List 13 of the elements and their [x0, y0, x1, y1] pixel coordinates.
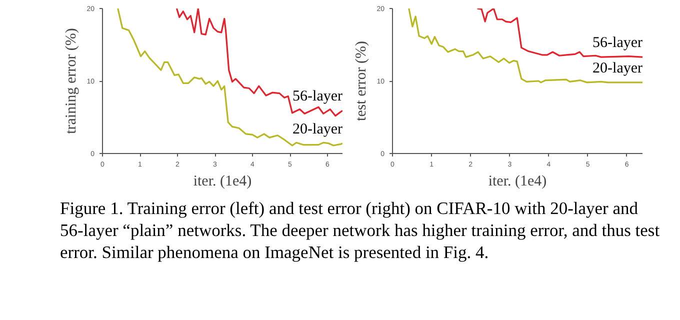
- series-label: 20-layer: [592, 60, 643, 76]
- caption: Figure 1. Training error (left) and test error (right) on CIFAR-10 with 20-layer and 56-layer “plain” networks. The deeper network has higher training error, and thus test error. Similar phenomena on ImageNet is presented in Fig. 4.: [60, 197, 660, 263]
- y-axis-title: training error (%): [64, 28, 80, 134]
- line-series: [117, 8, 342, 146]
- line-series: [408, 8, 642, 84]
- series-label: 56-layer: [292, 88, 343, 105]
- x-axis-title: iter. (1e4): [488, 174, 547, 190]
- x-axis-title: iter. (1e4): [193, 174, 252, 190]
- y-axis-title: test error (%): [354, 41, 370, 121]
- series-label: 56-layer: [592, 35, 643, 52]
- series-label: 20-layer: [292, 121, 343, 138]
- line-series: [176, 8, 342, 117]
- line-series: [476, 8, 642, 58]
